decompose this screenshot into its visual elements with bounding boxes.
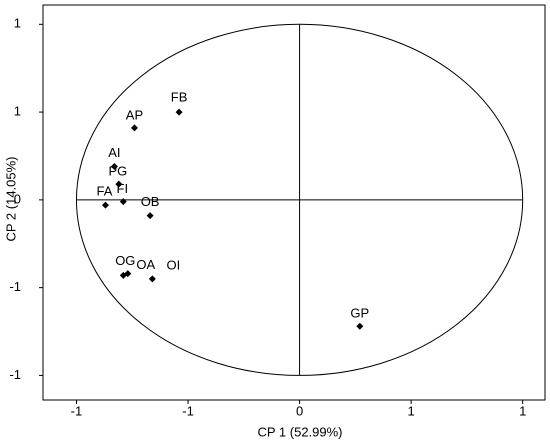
x-tick-label: 1 xyxy=(408,403,415,418)
point xyxy=(124,270,132,278)
point-label: FB xyxy=(171,90,188,105)
point xyxy=(146,212,154,220)
y-tick-label: 1 xyxy=(14,104,21,119)
point xyxy=(148,275,156,283)
point-label: AP xyxy=(126,107,143,122)
point-label: OA xyxy=(136,257,155,272)
point-label: PG xyxy=(108,164,127,179)
y-tick-label: -1 xyxy=(9,367,21,382)
point-label: OG xyxy=(115,253,135,268)
point-label: FA xyxy=(97,184,113,199)
point-label: OB xyxy=(141,194,160,209)
point xyxy=(115,180,123,188)
point xyxy=(130,124,138,132)
point xyxy=(175,108,183,116)
point-label: GP xyxy=(350,306,369,321)
y-tick-label: -1 xyxy=(9,279,21,294)
point xyxy=(110,163,118,171)
y-tick-label: 0 xyxy=(14,191,21,206)
x-tick-label: 0 xyxy=(296,403,303,418)
point xyxy=(101,201,109,209)
y-tick-label: 1 xyxy=(14,16,21,31)
point-label: AI xyxy=(108,145,120,160)
x-tick-label: -1 xyxy=(71,403,83,418)
point-label: OI xyxy=(166,257,180,272)
point xyxy=(119,198,127,206)
x-axis-label: CP 1 (52.99%) xyxy=(257,424,342,439)
point xyxy=(356,322,364,330)
x-tick-label: -1 xyxy=(182,403,194,418)
y-axis-label: CP 2 (14.05%) xyxy=(3,156,18,241)
x-tick-label: 1 xyxy=(519,403,526,418)
plot-frame xyxy=(42,4,546,401)
point-label: FI xyxy=(117,181,129,196)
